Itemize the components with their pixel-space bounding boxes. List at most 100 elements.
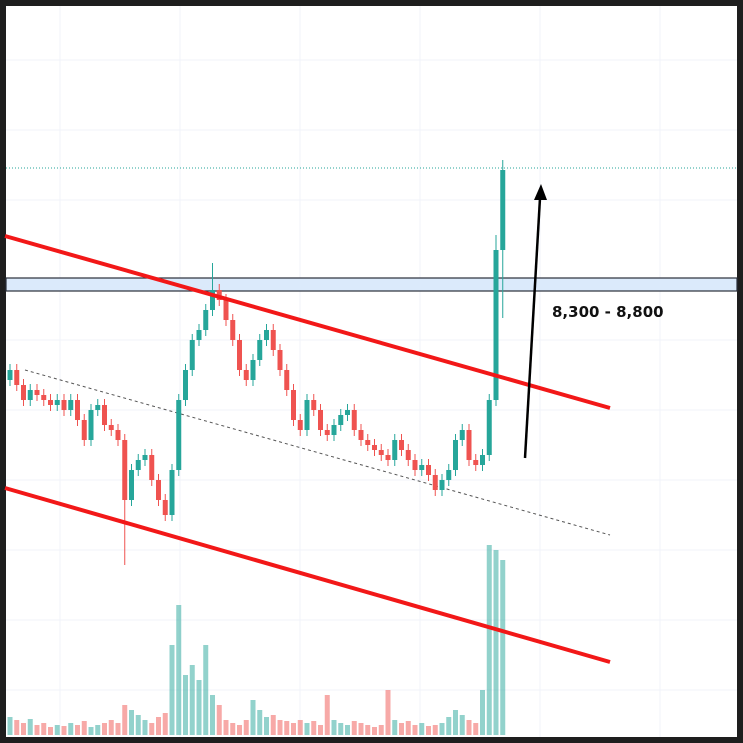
candle-body	[284, 370, 290, 390]
volume-bar	[156, 717, 161, 735]
candle-body	[189, 340, 195, 370]
candle-body	[210, 290, 215, 310]
volume-bar	[34, 725, 40, 735]
candle-body	[68, 400, 74, 410]
volume-bar	[297, 720, 303, 735]
volume-bar	[318, 725, 323, 735]
candle-body	[183, 370, 188, 400]
candle-body	[162, 500, 168, 515]
volume-bar	[399, 723, 404, 735]
volume-bar	[365, 725, 371, 735]
candle-body	[270, 330, 276, 350]
volume-bar	[196, 680, 202, 735]
volume-bar	[405, 721, 411, 735]
arrow-head	[534, 184, 547, 200]
annotation: 8,300 - 8,800	[552, 303, 664, 321]
volume-bar	[243, 720, 249, 735]
volume-bar	[142, 720, 148, 735]
volume-bar	[54, 725, 60, 735]
candle-body	[385, 455, 391, 460]
candle-body	[351, 410, 357, 430]
candle-body	[291, 390, 296, 420]
grid	[6, 6, 737, 737]
volume-bar	[210, 695, 215, 735]
volume-bar	[189, 665, 195, 735]
volume-bar	[392, 720, 398, 735]
volume-bar	[372, 727, 377, 735]
candle-body	[480, 455, 485, 465]
volume-bar	[237, 725, 242, 735]
zone-band	[5, 277, 738, 292]
volume-bar	[7, 717, 13, 735]
volume-bar	[439, 723, 445, 735]
candle-body	[95, 405, 101, 410]
volume-bar	[257, 710, 263, 735]
candle-body	[7, 370, 13, 380]
candle-body	[237, 340, 242, 370]
candle-body	[41, 395, 47, 400]
candle-body	[446, 470, 452, 480]
volume-bar	[102, 723, 107, 735]
volume-bar	[21, 723, 26, 735]
volume-bar	[250, 700, 256, 735]
volume-bar	[466, 720, 472, 735]
candle-body	[264, 330, 269, 340]
candle-body	[453, 440, 458, 470]
candle-body	[122, 440, 128, 500]
volume-bar	[486, 545, 492, 735]
candle-body	[500, 170, 506, 250]
candle-body	[426, 465, 431, 475]
volume-bar	[345, 725, 350, 735]
candle-body	[338, 415, 344, 425]
candle-body	[203, 310, 209, 330]
candle-body	[61, 400, 67, 410]
volume-bar	[426, 726, 431, 735]
candle-body	[75, 400, 80, 420]
volume-bar	[277, 720, 283, 735]
candle-body	[466, 430, 472, 460]
candle-body	[331, 425, 337, 435]
candle-body	[277, 350, 283, 370]
volume-bar	[378, 725, 384, 735]
candle-body	[324, 430, 330, 435]
candle-body	[419, 465, 425, 470]
candle-body	[378, 450, 384, 455]
channel-upper	[4, 234, 611, 410]
candle-body	[169, 470, 175, 515]
volume-bar	[203, 645, 209, 735]
candle-body	[14, 370, 20, 385]
volume-bar	[129, 710, 134, 735]
candle-body	[223, 300, 229, 320]
candle-body	[473, 460, 479, 465]
candle-body	[493, 250, 499, 400]
candle-body	[459, 430, 465, 440]
volume-bar	[473, 723, 479, 735]
volume-bar	[311, 721, 317, 735]
volume-bar	[459, 715, 465, 735]
candle-body	[230, 320, 236, 340]
volume-bar	[61, 726, 67, 735]
volume-bar	[412, 725, 418, 735]
volume-bar	[385, 690, 391, 735]
candle-body	[486, 400, 492, 455]
candle-body	[108, 425, 114, 430]
candle-body	[372, 445, 377, 450]
candle-body	[257, 340, 263, 360]
candle-body	[48, 400, 53, 405]
candle-body	[297, 420, 303, 430]
channel-lower	[4, 486, 611, 664]
candle-body	[345, 410, 350, 415]
volume-bar	[81, 721, 87, 735]
candle-body	[149, 455, 155, 480]
volume-bar	[230, 723, 236, 735]
candle-body	[142, 455, 148, 460]
volume-bar	[284, 721, 290, 735]
volume-bar	[419, 723, 425, 735]
volume-bar	[453, 710, 458, 735]
candle-body	[392, 440, 398, 460]
candle-body	[243, 370, 249, 380]
volume-bar	[122, 705, 128, 735]
volume-bar	[162, 713, 168, 735]
